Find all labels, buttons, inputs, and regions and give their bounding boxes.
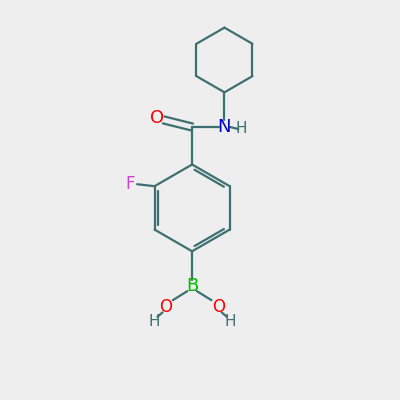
Text: N: N bbox=[218, 118, 231, 136]
Text: B: B bbox=[186, 277, 198, 295]
Text: H: H bbox=[148, 314, 160, 329]
Text: H: H bbox=[235, 122, 247, 136]
Text: O: O bbox=[212, 298, 226, 316]
Text: O: O bbox=[159, 298, 172, 316]
Text: F: F bbox=[125, 175, 135, 193]
Text: H: H bbox=[224, 314, 236, 329]
Text: O: O bbox=[150, 109, 164, 127]
